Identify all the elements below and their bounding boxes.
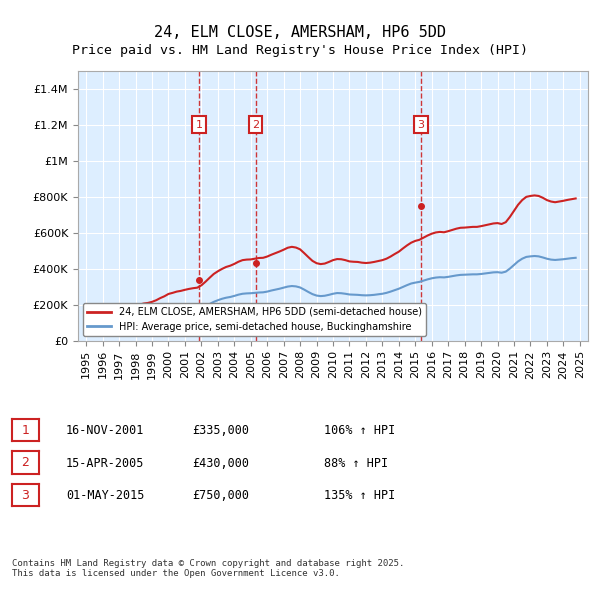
Text: 2: 2 — [22, 456, 29, 469]
Text: 3: 3 — [22, 489, 29, 502]
Text: 15-APR-2005: 15-APR-2005 — [66, 457, 145, 470]
Legend: 24, ELM CLOSE, AMERSHAM, HP6 5DD (semi-detached house), HPI: Average price, semi: 24, ELM CLOSE, AMERSHAM, HP6 5DD (semi-d… — [83, 303, 426, 336]
Text: 16-NOV-2001: 16-NOV-2001 — [66, 424, 145, 437]
Text: 2: 2 — [252, 120, 259, 130]
Text: 106% ↑ HPI: 106% ↑ HPI — [324, 424, 395, 437]
Text: 1: 1 — [22, 424, 29, 437]
Text: £750,000: £750,000 — [192, 489, 249, 502]
Text: Price paid vs. HM Land Registry's House Price Index (HPI): Price paid vs. HM Land Registry's House … — [72, 44, 528, 57]
Text: 01-MAY-2015: 01-MAY-2015 — [66, 489, 145, 502]
Text: £430,000: £430,000 — [192, 457, 249, 470]
Text: £335,000: £335,000 — [192, 424, 249, 437]
Text: 3: 3 — [417, 120, 424, 130]
Text: 135% ↑ HPI: 135% ↑ HPI — [324, 489, 395, 502]
Text: 88% ↑ HPI: 88% ↑ HPI — [324, 457, 388, 470]
Text: Contains HM Land Registry data © Crown copyright and database right 2025.
This d: Contains HM Land Registry data © Crown c… — [12, 559, 404, 578]
Text: 24, ELM CLOSE, AMERSHAM, HP6 5DD: 24, ELM CLOSE, AMERSHAM, HP6 5DD — [154, 25, 446, 40]
Text: 1: 1 — [196, 120, 203, 130]
